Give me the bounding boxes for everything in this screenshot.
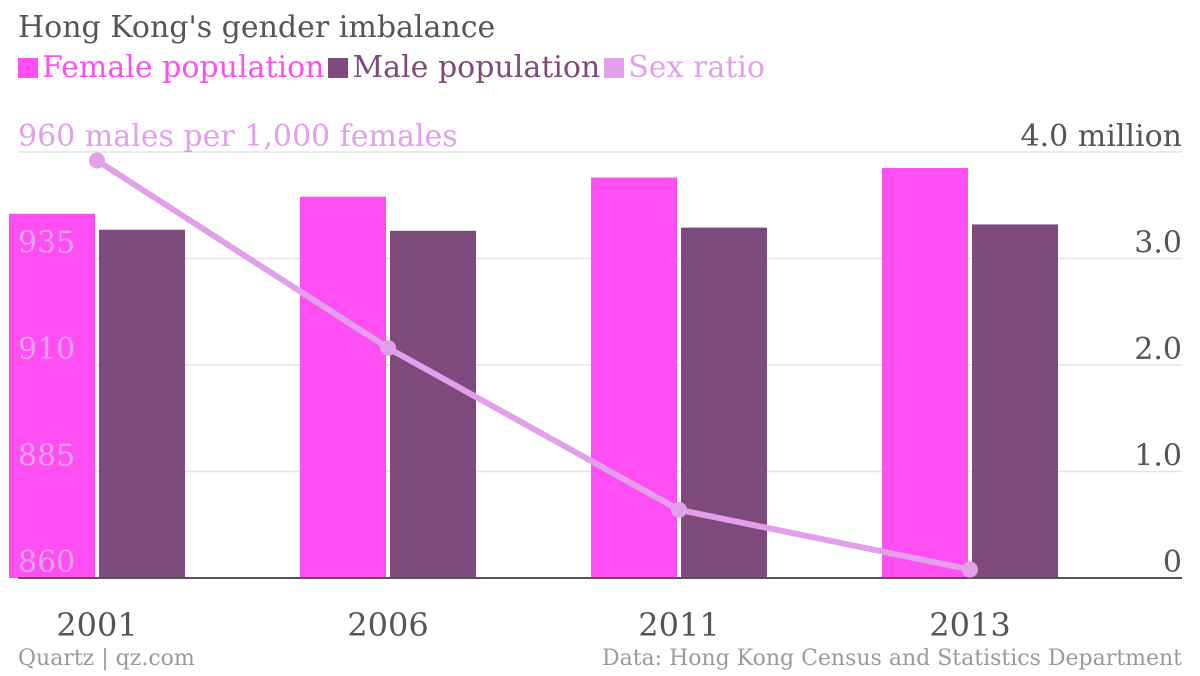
left-axis-tick-label: 935 bbox=[18, 226, 75, 261]
bar-female-population-2001 bbox=[9, 213, 95, 578]
right-axis-tick-label: 4.0 million bbox=[1021, 119, 1182, 154]
bar-female-population-2006 bbox=[300, 196, 386, 579]
left-axis-tick-label: 960 males per 1,000 females bbox=[18, 119, 458, 154]
x-axis-tick-label: 2006 bbox=[347, 606, 428, 644]
legend-label-male: Male population bbox=[352, 50, 601, 85]
legend-label-female: Female population bbox=[42, 50, 325, 85]
x-axis-tick-label: 2011 bbox=[638, 606, 719, 644]
right-axis-tick-label: 0 bbox=[1163, 545, 1182, 580]
sex-ratio-line bbox=[94, 157, 973, 573]
left-axis-tick-label: 860 bbox=[18, 545, 75, 580]
legend-swatch-sex-ratio bbox=[604, 57, 625, 78]
right-axis-tick-label: 3.0 bbox=[1134, 226, 1182, 261]
bar-male-population-2013 bbox=[972, 224, 1058, 579]
bar-male-population-2006 bbox=[390, 230, 476, 578]
bar-female-population-2013 bbox=[882, 167, 968, 578]
right-axis-tick-label: 1.0 bbox=[1134, 439, 1182, 474]
legend: Female population Male population Sex ra… bbox=[18, 50, 769, 85]
bar-female-population-2011 bbox=[591, 177, 677, 578]
sex-ratio-point-2001 bbox=[89, 152, 105, 169]
left-axis-tick-label: 910 bbox=[18, 332, 75, 367]
left-axis-tick-label: 885 bbox=[18, 439, 75, 474]
sex-ratio-point-2013 bbox=[962, 561, 978, 578]
sex-ratio-point-2011 bbox=[671, 501, 687, 518]
sex-ratio-point-2006 bbox=[380, 339, 396, 356]
x-axis-tick-label: 2001 bbox=[56, 606, 137, 644]
chart-title: Hong Kong's gender imbalance bbox=[18, 10, 496, 45]
footer-source: Data: Hong Kong Census and Statistics De… bbox=[601, 646, 1182, 671]
legend-label-sex-ratio: Sex ratio bbox=[628, 50, 765, 85]
legend-item-male: Male population bbox=[328, 50, 600, 85]
legend-swatch-female bbox=[18, 57, 38, 78]
right-axis-tick-label: 2.0 bbox=[1134, 332, 1182, 367]
legend-item-female: Female population bbox=[18, 50, 324, 85]
bar-male-population-2001 bbox=[99, 229, 185, 578]
footer-credit: Quartz | qz.com bbox=[18, 646, 195, 671]
x-axis-tick-label: 2013 bbox=[929, 606, 1010, 644]
legend-swatch-male bbox=[328, 57, 349, 78]
legend-item-sex-ratio: Sex ratio bbox=[604, 50, 765, 85]
